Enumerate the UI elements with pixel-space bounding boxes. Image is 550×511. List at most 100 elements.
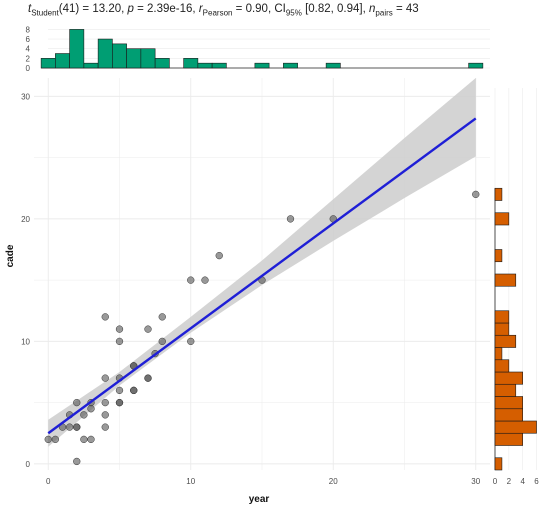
data-point <box>144 374 152 382</box>
right-hist-bar <box>494 334 517 348</box>
top-hist-bar <box>283 62 298 69</box>
data-point <box>115 386 124 395</box>
main-grid <box>34 78 490 470</box>
right-hist-bar <box>494 408 523 422</box>
n-value: = 43 <box>392 3 419 15</box>
data-point <box>101 411 109 419</box>
data-point <box>87 435 95 444</box>
right-hist-bar <box>494 432 523 446</box>
data-point <box>80 435 88 444</box>
data-point <box>187 276 195 284</box>
top-hist-bar <box>140 48 156 69</box>
n-symbol: n <box>369 3 376 15</box>
data-point <box>201 276 209 284</box>
data-point <box>472 190 480 199</box>
ci-subscript: 95% <box>285 8 302 18</box>
right-hist-bar <box>494 420 537 434</box>
right-hist-bar <box>494 457 503 471</box>
top-hist-tick-label: 2 <box>26 54 31 63</box>
data-point <box>65 423 74 431</box>
top-hist-tick-label: 0 <box>26 64 31 73</box>
right-hist-bar <box>494 371 523 385</box>
y-tick-label: 10 <box>21 337 30 346</box>
top-hist-bar <box>197 62 213 69</box>
x-tick-label: 10 <box>186 477 195 486</box>
y-tick-label: 20 <box>21 215 30 224</box>
top-hist-bar <box>154 58 170 69</box>
top-hist-bar <box>40 58 56 69</box>
top-hist-bar <box>468 62 484 69</box>
p-value: = 2.39e-16, <box>133 3 199 15</box>
right-hist-bar <box>494 359 510 373</box>
scatter-points <box>44 190 480 466</box>
data-point <box>115 398 124 407</box>
t-value: (41) = 13.20, <box>58 3 128 15</box>
top-hist-bar <box>126 48 142 69</box>
data-point <box>87 405 95 413</box>
top-hist-tick-label: 4 <box>26 45 31 54</box>
top-hist-bar <box>254 62 270 69</box>
data-point <box>286 215 295 223</box>
x-tick-label: 0 <box>46 477 51 486</box>
data-point <box>130 386 138 395</box>
n-subscript: pairs <box>375 8 393 18</box>
data-point <box>80 411 88 419</box>
right-hist-bar <box>494 310 510 324</box>
top-hist-tick-label: 8 <box>26 25 31 34</box>
right-hist-bar <box>494 347 503 361</box>
y-axis-label: cade <box>5 244 16 267</box>
top-hist-bar <box>69 29 85 69</box>
ci-value: [0.82, 0.94], <box>301 3 370 15</box>
right-hist-tick-label: 2 <box>507 477 512 486</box>
right-hist-bar <box>494 212 510 226</box>
right-hist-tick-label: 4 <box>520 477 525 486</box>
y-tick-label: 30 <box>21 92 30 101</box>
data-point <box>44 435 52 444</box>
right-hist-tick-label: 0 <box>493 477 498 486</box>
data-point <box>144 325 152 333</box>
data-point <box>73 398 81 407</box>
top-hist-bar <box>83 62 99 69</box>
y-tick-label: 0 <box>26 460 31 469</box>
top-hist-bar <box>112 43 127 69</box>
data-point <box>215 251 223 260</box>
right-hist-bar <box>494 322 510 336</box>
right-hist-bar <box>494 249 503 263</box>
fit-line <box>47 117 477 435</box>
right-hist-tick-label: 6 <box>534 477 539 486</box>
data-point <box>101 423 109 431</box>
r-symbol: r <box>198 3 203 15</box>
data-point <box>158 337 166 346</box>
data-point <box>101 398 109 407</box>
data-point <box>158 313 166 321</box>
data-point <box>101 374 109 382</box>
top-hist-bar <box>97 38 113 69</box>
data-point <box>101 313 109 321</box>
x-tick-label: 30 <box>471 477 480 486</box>
right-hist-bar <box>494 273 517 287</box>
right-hist-bar <box>494 396 523 410</box>
r-subscript: Pearson <box>202 8 233 18</box>
data-point <box>51 435 60 444</box>
data-point <box>73 457 81 466</box>
top-hist-tick-label: 6 <box>26 35 31 44</box>
t-symbol: t <box>28 3 32 15</box>
regression-line <box>47 117 477 435</box>
data-point <box>115 325 124 333</box>
t-subscript: Student <box>31 8 59 18</box>
top-hist-bar <box>183 58 199 69</box>
top-hist-bar <box>325 62 341 69</box>
p-symbol: p <box>127 3 134 15</box>
x-axis-label: year <box>249 494 270 505</box>
main-tick-labels: 0 10 20 30 0 10 20 30 <box>21 92 481 486</box>
r-value: = 0.90, CI <box>232 3 286 15</box>
x-tick-label: 20 <box>329 477 338 486</box>
data-point <box>73 423 81 431</box>
data-point <box>187 337 195 346</box>
stats-subtitle: tStudent(41) = 13.20, p = 2.39e-16, rPea… <box>28 3 419 17</box>
top-hist-bar <box>211 62 227 69</box>
right-hist-bar <box>494 383 517 397</box>
